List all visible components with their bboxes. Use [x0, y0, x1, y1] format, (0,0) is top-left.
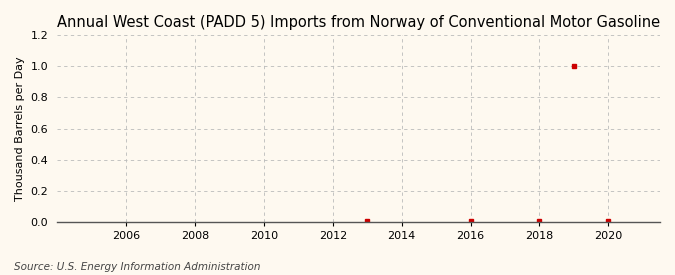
Title: Annual West Coast (PADD 5) Imports from Norway of Conventional Motor Gasoline: Annual West Coast (PADD 5) Imports from … [57, 15, 660, 30]
Y-axis label: Thousand Barrels per Day: Thousand Barrels per Day [15, 56, 25, 201]
Text: Source: U.S. Energy Information Administration: Source: U.S. Energy Information Administ… [14, 262, 260, 272]
